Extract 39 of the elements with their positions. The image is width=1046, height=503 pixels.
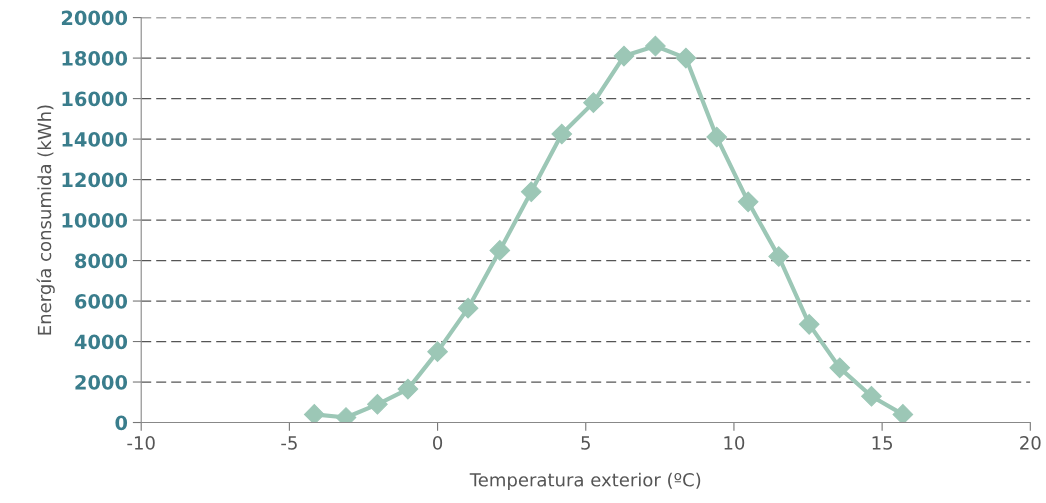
y-tick-label: 2000 (75, 374, 128, 390)
y-tick-label: 10000 (62, 213, 128, 228)
y-tick-label: 6000 (75, 294, 128, 309)
point (737, 191, 759, 213)
y-axis-title: Energía consumida (kWh) (36, 105, 55, 335)
y-tick-label: 8000 (75, 253, 128, 269)
point (768, 246, 790, 267)
point (613, 45, 635, 67)
x-tick-label: 5 (581, 436, 590, 450)
x-tick-label: -10 (127, 436, 155, 450)
point (798, 313, 820, 335)
point (303, 404, 325, 423)
point (551, 123, 573, 145)
y-tick-label: 16000 (62, 91, 128, 107)
point (397, 378, 419, 400)
point (829, 357, 851, 379)
point (892, 404, 914, 423)
point (367, 393, 388, 415)
x-tick-label: 15 (872, 436, 893, 450)
x-tick-label: -5 (281, 436, 297, 450)
y-tick-label: 12000 (62, 172, 128, 188)
x-tick-label: 10 (724, 436, 745, 450)
x-tick-label: 0 (433, 436, 443, 450)
point (427, 341, 448, 362)
point (489, 240, 511, 261)
point (583, 92, 604, 113)
point (861, 385, 882, 407)
point (645, 35, 666, 57)
x-tick-label: 20 (1020, 436, 1041, 450)
y-tick-label: 20000 (61, 10, 128, 26)
y-tick-label: 0 (115, 415, 128, 431)
point (520, 181, 542, 203)
point (675, 47, 697, 69)
point (706, 126, 728, 148)
point (457, 297, 479, 319)
x-axis-title: Temperatura exterior (ºC) (469, 472, 701, 491)
y-tick-label: 18000 (62, 51, 128, 66)
y-tick-label: 4000 (74, 334, 128, 350)
y-tick-label: 14000 (62, 132, 128, 147)
